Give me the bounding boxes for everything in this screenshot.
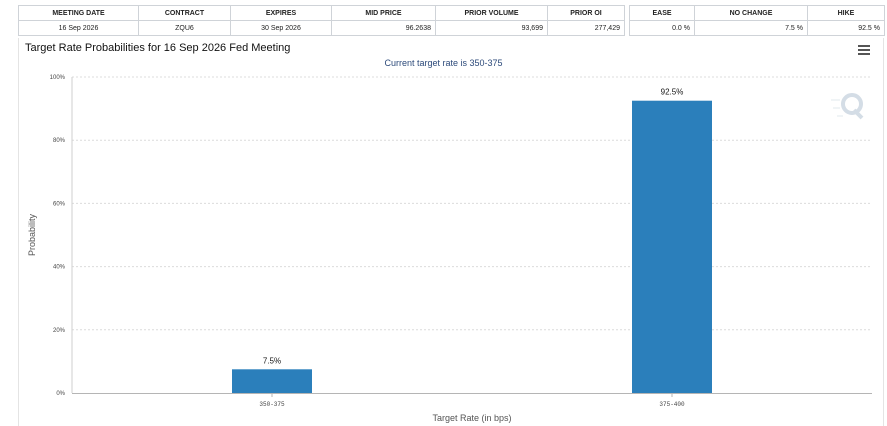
table-row: 16 Sep 2026 ZQU6 30 Sep 2026 96.2638 93,… [18, 20, 625, 36]
x-axis-label: Target Rate (in bps) [432, 413, 511, 423]
chart-subtitle: Current target rate is 350-375 [384, 58, 503, 68]
col-prior-oi: PRIOR OI [547, 5, 625, 21]
x-tick-label: 375-400 [659, 401, 685, 408]
cell-prior-oi: 277,429 [547, 20, 625, 36]
y-tick-label: 60% [53, 201, 66, 207]
cell-prior-volume: 93,699 [435, 20, 548, 36]
y-tick-label: 0% [56, 391, 65, 397]
y-tick-label: 20% [53, 328, 66, 334]
cell-expires: 30 Sep 2026 [230, 20, 332, 36]
col-hike: HIKE [807, 5, 885, 21]
y-tick-label: 100% [50, 75, 66, 81]
y-tick-label: 40% [53, 265, 66, 271]
contract-info-table: MEETING DATE CONTRACT EXPIRES MID PRICE … [18, 5, 625, 36]
col-prior-volume: PRIOR VOLUME [435, 5, 548, 21]
probability-table: EASE NO CHANGE HIKE 0.0 % 7.5 % 92.5 % [629, 5, 885, 36]
cell-hike: 92.5 % [807, 20, 885, 36]
cell-contract: ZQU6 [138, 20, 231, 36]
cell-mid-price: 96.2638 [331, 20, 436, 36]
col-meeting-date: MEETING DATE [18, 5, 139, 21]
chart-title: Target Rate Probabilities for 16 Sep 202… [25, 42, 291, 54]
y-axis-label: Probability [27, 213, 37, 256]
y-tick-label: 80% [53, 138, 66, 144]
x-tick-label: 350-375 [259, 401, 285, 408]
q-logo-icon [831, 93, 864, 120]
bar-375-400[interactable] [632, 100, 712, 393]
hamburger-menu-icon[interactable] [858, 45, 870, 55]
col-ease: EASE [629, 5, 695, 21]
table-row: 0.0 % 7.5 % 92.5 % [629, 20, 885, 36]
data-label: 7.5% [263, 356, 281, 365]
data-label: 92.5% [661, 88, 684, 97]
col-no-change: NO CHANGE [694, 5, 808, 21]
col-contract: CONTRACT [138, 5, 231, 21]
table-header-row: EASE NO CHANGE HIKE [629, 5, 885, 21]
bar-350-375[interactable] [232, 369, 312, 393]
